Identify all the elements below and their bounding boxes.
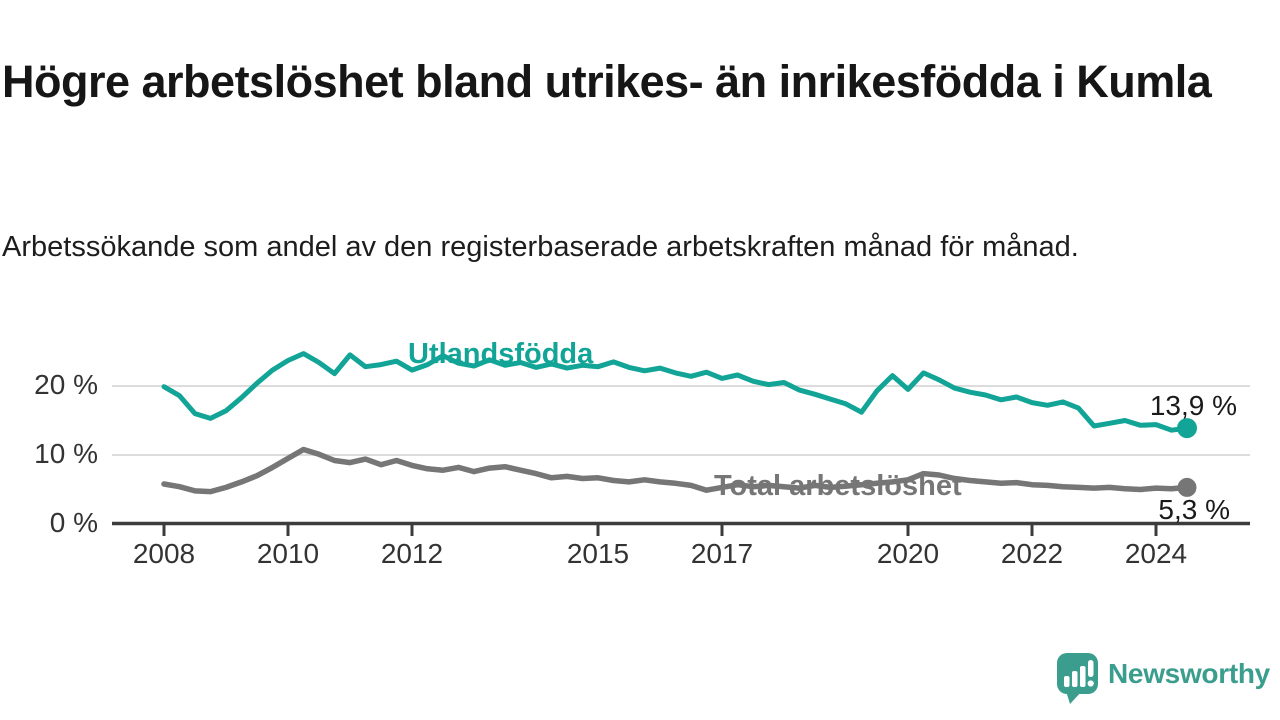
newsworthy-logo-text: Newsworthy: [1108, 658, 1270, 689]
end-dot-total: [1177, 477, 1197, 497]
x-tick-label-2017: 2017: [690, 538, 754, 569]
newsworthy-branding: Newsworthy: [1056, 652, 1270, 708]
x-tick-label-2022: 2022: [1000, 538, 1064, 569]
x-tick-label-2024: 2024: [1124, 538, 1188, 569]
end-value-utlandsfodda: 13,9 %: [1149, 390, 1237, 421]
line-utlandsfodda: [161, 351, 1190, 433]
series-label-total-arbetsloshet: Total arbetslöshet: [714, 470, 962, 502]
x-tick-label-2008: 2008: [132, 538, 196, 569]
gridlines: [112, 385, 1250, 456]
chart-subtitle: Arbetssökande som andel av den registerb…: [2, 231, 1079, 263]
x-tick-label-2015: 2015: [566, 538, 630, 569]
y-tick-label-0: 0 %: [49, 507, 98, 538]
x-tick-label-2010: 2010: [256, 538, 320, 569]
y-tick-label-20: 20 %: [34, 369, 98, 400]
end-value-total: 5,3 %: [1158, 494, 1230, 525]
end-dot-utlandsfodda: [1177, 418, 1197, 439]
x-axis-ticks: [162, 525, 1158, 536]
x-tick-label-2012: 2012: [380, 538, 444, 569]
newsworthy-logo-icon: [1057, 653, 1098, 704]
line-total-arbetsloshet: [161, 446, 1190, 495]
series-label-utlandsfodda: Utlandsfödda: [408, 338, 594, 370]
x-tick-label-2020: 2020: [876, 538, 940, 569]
y-tick-label-10: 10 %: [34, 438, 98, 469]
chart-title: Högre arbetslöshet bland utrikes- än inr…: [2, 56, 1212, 108]
